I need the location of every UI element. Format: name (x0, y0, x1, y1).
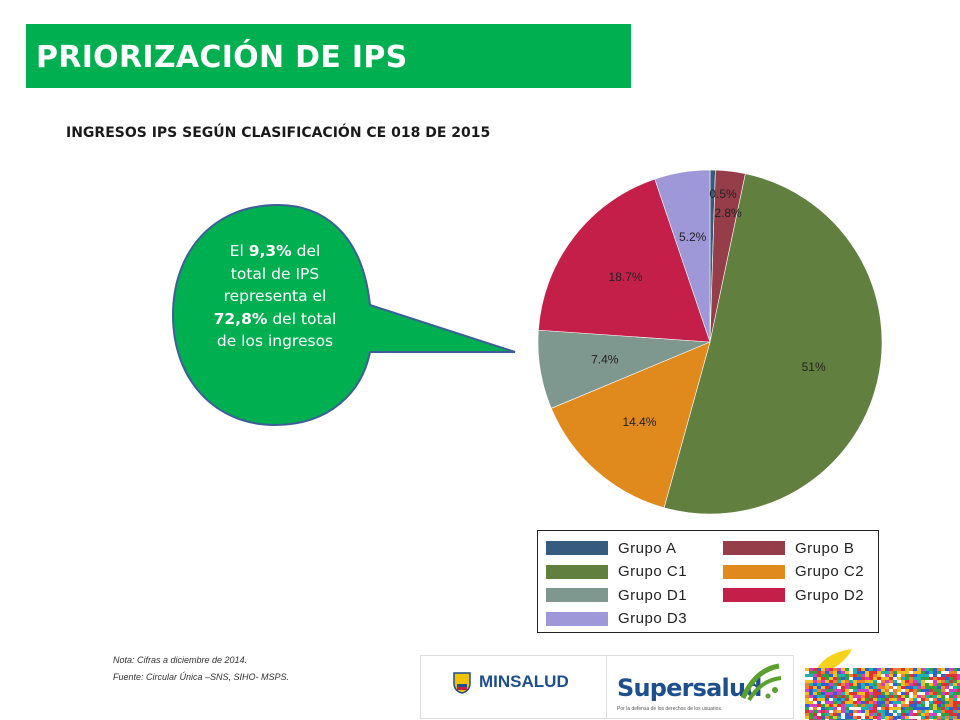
chart-legend: Grupo A Grupo B Grupo C1 Grupo C2 Grupo D1 Gr… (537, 530, 879, 633)
pie-slice-grupo-c2 (550, 341, 711, 509)
page-title: PRIORIZACIÓN DE IPS (36, 40, 408, 75)
legend-label: Grupo D1 (618, 586, 688, 604)
legend-label: Grupo B (795, 539, 855, 557)
legend-item-grupo-b: Grupo B (723, 537, 854, 559)
pie-label-grupo-c1: 51% (802, 360, 826, 374)
logos-banner: MINSALUD Supersalud Por la defensa de lo… (420, 655, 794, 719)
note-text: Nota: Cifras a diciembre de 2014. (113, 655, 248, 665)
pie-chart (537, 169, 883, 515)
legend-swatch (546, 611, 608, 626)
pie-label-grupo-a: 0.5% (709, 187, 737, 201)
pie-slice-grupo-d2 (538, 178, 711, 343)
coat-of-arms-icon (453, 672, 471, 694)
legend-label: Grupo C2 (795, 563, 865, 580)
legend-item-grupo-c2: Grupo C2 (723, 561, 864, 583)
legend-swatch (723, 541, 785, 555)
logo-divider (606, 656, 607, 718)
callout-text: El 9,3% del total de IPS representa el 7… (213, 242, 337, 350)
legend-item-grupo-a: Grupo A (546, 537, 677, 559)
supersalud-swoosh-icon (740, 663, 782, 702)
pie-label-grupo-c2: 14.4% (622, 415, 656, 429)
legend-swatch (546, 588, 608, 602)
legend-item-grupo-d2: Grupo D2 (723, 584, 864, 606)
legend-swatch (546, 541, 608, 555)
source-text: Fuente: Circular Única –SNS, SIHO- MSPS. (113, 672, 290, 682)
legend-label: Grupo C1 (618, 563, 688, 580)
legend-swatch (723, 588, 785, 602)
chart-title: INGRESOS IPS SEGÚN CLASIFICACIÓN CE 018 … (66, 125, 491, 141)
pie-label-grupo-b: 2.8% (714, 206, 742, 220)
minsalud-logo: MINSALUD (451, 670, 569, 694)
legend-swatch (546, 564, 608, 579)
supersalud-logo: Supersalud (617, 674, 762, 702)
legend-item-grupo-d1: Grupo D1 (546, 584, 687, 606)
pie-label-grupo-d2: 18.7% (609, 270, 643, 284)
pie-labels: 0.5% 2.8% 51% 14.4% 7.4% 18.7% 5.2% (591, 187, 826, 429)
legend-label: Grupo D2 (795, 586, 865, 604)
legend-item-grupo-c1: Grupo C1 (546, 561, 687, 583)
noise-pattern (805, 668, 960, 720)
minsalud-label: MINSALUD (479, 672, 569, 691)
pie-slice-grupo-d3 (654, 169, 711, 343)
legend-label: Grupo A (618, 539, 677, 557)
legend-label: Grupo D3 (618, 610, 688, 627)
pie-label-grupo-d1: 7.4% (591, 352, 619, 366)
title-bar: PRIORIZACIÓN DE IPS (26, 24, 631, 88)
callout-bubble (171, 203, 516, 427)
pie-slice-grupo-c1 (663, 173, 883, 515)
legend-swatch (723, 564, 785, 579)
legend-item-grupo-d3: Grupo D3 (546, 608, 687, 630)
pie-label-grupo-d3: 5.2% (679, 230, 707, 244)
supersalud-tagline: Por la defensa de los derechos de los us… (617, 706, 723, 712)
